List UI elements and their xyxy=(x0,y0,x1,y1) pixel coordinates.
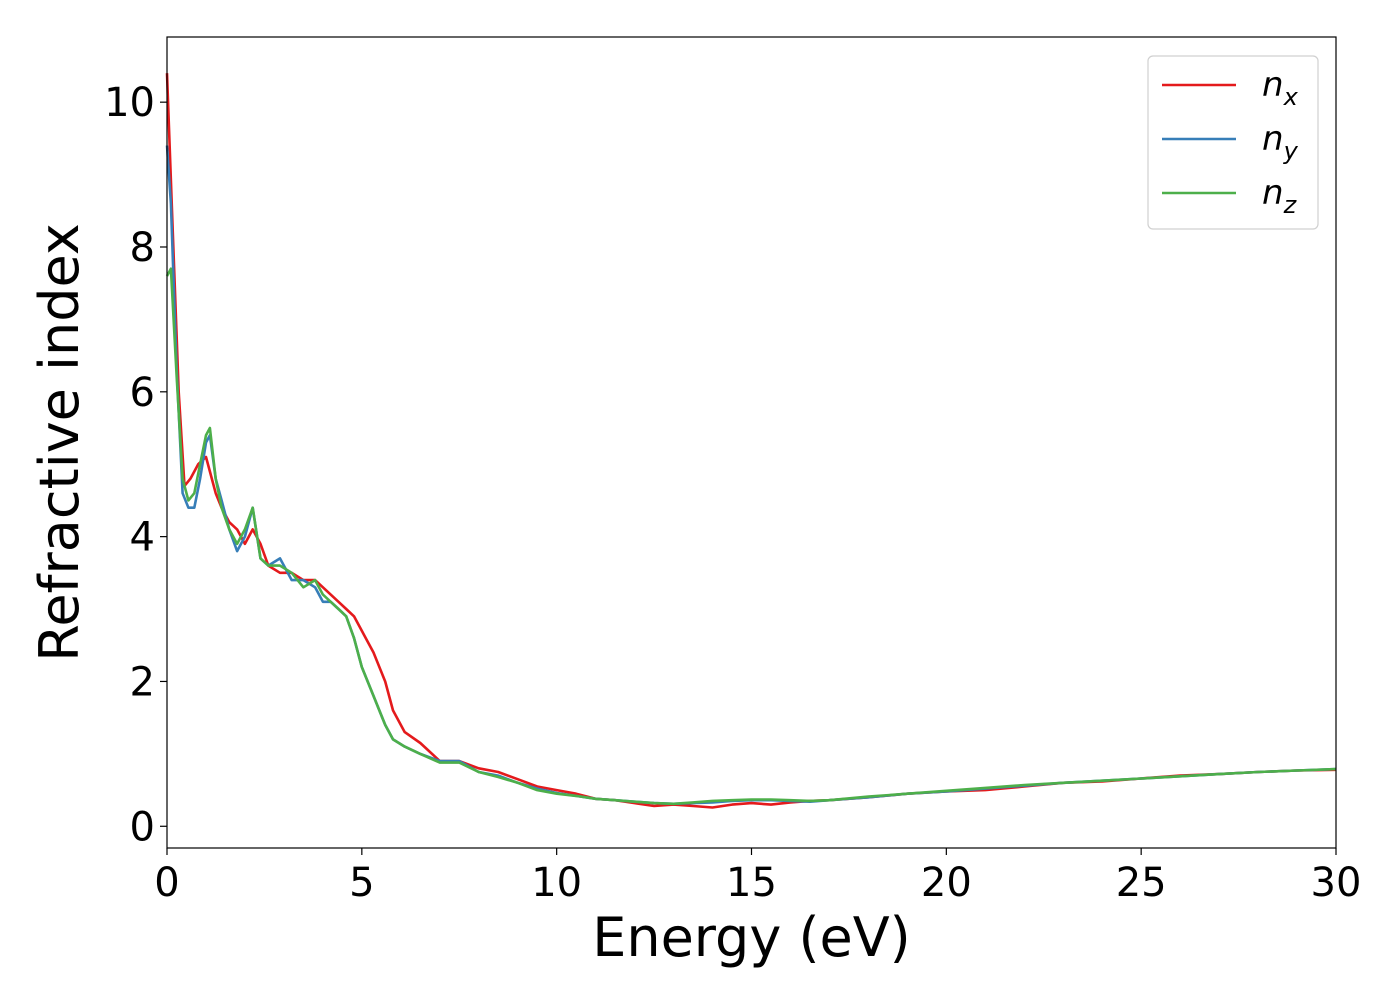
y-tick-label: 10 xyxy=(104,80,155,126)
x-tick-label: 20 xyxy=(921,860,972,906)
x-tick-label: 15 xyxy=(726,860,777,906)
legend-label-n-y: ny xyxy=(1262,119,1299,165)
legend-label-n-z: nz xyxy=(1262,173,1298,219)
series-line-n-z xyxy=(165,267,1337,806)
y-tick-label: 8 xyxy=(130,225,155,271)
legend: nx ny nz xyxy=(1147,55,1319,230)
x-tick-label: 25 xyxy=(1116,860,1167,906)
y-axis-title: Refractive index xyxy=(28,223,91,662)
x-axis-ticks: 0 5 10 15 20 25 30 xyxy=(154,848,1361,906)
plot-lines xyxy=(165,73,1337,809)
y-tick-label: 2 xyxy=(130,659,155,705)
x-axis-title: Energy (eV) xyxy=(592,906,911,969)
x-tick-label: 5 xyxy=(349,860,374,906)
x-tick-label: 30 xyxy=(1311,860,1362,906)
legend-box xyxy=(1147,55,1319,230)
y-tick-label: 0 xyxy=(130,804,155,850)
y-tick-label: 6 xyxy=(130,370,155,416)
x-tick-label: 10 xyxy=(531,860,582,906)
y-axis-ticks: 0 2 4 6 8 10 xyxy=(104,80,167,850)
x-tick-label: 0 xyxy=(154,860,179,906)
legend-label-n-x: nx xyxy=(1262,65,1299,111)
y-tick-label: 4 xyxy=(130,515,155,561)
